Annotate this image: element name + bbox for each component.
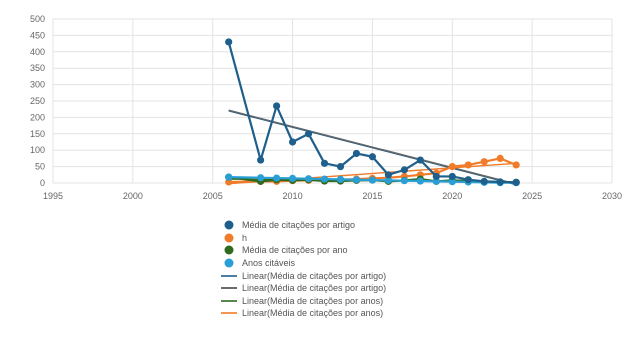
legend-label: Linear(Média de citações por anos) (242, 308, 384, 319)
trendline (228, 109, 517, 185)
legend-marker-icon (224, 220, 234, 230)
data-point (496, 154, 504, 162)
y-tick-label: 300 (30, 80, 45, 90)
data-point (496, 178, 504, 186)
y-tick-label: 400 (30, 47, 45, 57)
data-point (352, 149, 361, 158)
data-point (448, 178, 456, 186)
x-tick-label: 2025 (522, 191, 542, 201)
data-point (368, 176, 377, 184)
data-point (512, 178, 520, 186)
y-tick-label: 50 (35, 162, 45, 172)
x-tick-label: 2005 (203, 191, 223, 201)
chart-legend: Média de citações por artigo h Média de ci… (218, 219, 478, 320)
legend-line-icon (221, 287, 237, 290)
data-point (448, 172, 456, 181)
legend-line-icon (221, 274, 237, 277)
x-tick-label: 2010 (283, 191, 303, 201)
data-point (416, 177, 424, 185)
data-point (320, 175, 329, 183)
data-point (288, 174, 297, 183)
data-point (304, 130, 313, 138)
legend-marker-icon (224, 245, 234, 255)
y-tick-label: 150 (30, 129, 45, 139)
data-point (464, 161, 472, 169)
y-tick-label: 500 (30, 14, 45, 24)
data-point (368, 153, 377, 161)
legend-label: Anos citáveis (242, 258, 296, 269)
data-point (225, 173, 233, 181)
x-tick-label: 2015 (362, 191, 382, 201)
legend-label: h (242, 232, 248, 243)
x-tick-label: 2030 (602, 191, 622, 201)
y-tick-label: 250 (30, 96, 45, 106)
data-point (400, 177, 408, 185)
legend-line-icon (221, 312, 237, 315)
legend-line-icon (221, 300, 237, 302)
legend-label: Linear(Média de citações por artigo) (242, 283, 387, 294)
data-point (352, 176, 361, 184)
y-tick-label: 350 (30, 63, 45, 73)
data-point (336, 175, 345, 183)
data-point (225, 178, 233, 186)
data-point (432, 177, 440, 185)
data-point (416, 156, 424, 164)
data-point (384, 176, 392, 184)
legend-marker-icon (224, 258, 234, 268)
data-point (257, 174, 265, 182)
data-point (304, 175, 313, 183)
legend-item: Linear(Média de citações por anos) (218, 307, 478, 320)
data-point (384, 171, 392, 179)
data-point (512, 161, 520, 169)
data-point (273, 102, 281, 110)
x-tick-label: 2020 (442, 191, 462, 201)
legend-item: Linear(Média de citações por artigo) (218, 269, 478, 282)
data-point (432, 172, 440, 181)
data-point (273, 174, 281, 182)
data-point (225, 38, 233, 46)
x-tick-label: 2000 (123, 191, 143, 201)
legend-label: Linear(Média de citações por anos) (242, 295, 384, 306)
data-point (336, 163, 345, 171)
y-tick-label: 0 (40, 178, 45, 188)
data-point (400, 166, 408, 174)
legend-item: Linear(Média de citações por anos) (218, 295, 478, 308)
data-point (257, 156, 265, 164)
legend-label: Linear(Média de citações por artigo) (242, 270, 387, 281)
data-point (464, 176, 472, 184)
x-tick-label: 1995 (43, 191, 63, 201)
legend-label: Média de citações por artigo (242, 220, 356, 231)
data-point (320, 159, 329, 167)
y-tick-label: 200 (30, 112, 45, 122)
legend-label: Média de citações por ano (242, 245, 348, 256)
legend-item: Anos citáveis (218, 257, 478, 270)
y-tick-label: 450 (30, 30, 45, 40)
legend-item: Média de citações por ano (218, 244, 478, 257)
legend-item: Média de citações por artigo (218, 219, 478, 232)
data-point (288, 138, 297, 146)
data-point (480, 158, 488, 166)
data-point (448, 163, 456, 171)
legend-marker-icon (224, 233, 234, 243)
data-point (480, 177, 488, 185)
y-tick-label: 100 (30, 145, 45, 155)
legend-item: Linear(Média de citações por artigo) (218, 282, 478, 295)
legend-item: h (218, 232, 478, 245)
